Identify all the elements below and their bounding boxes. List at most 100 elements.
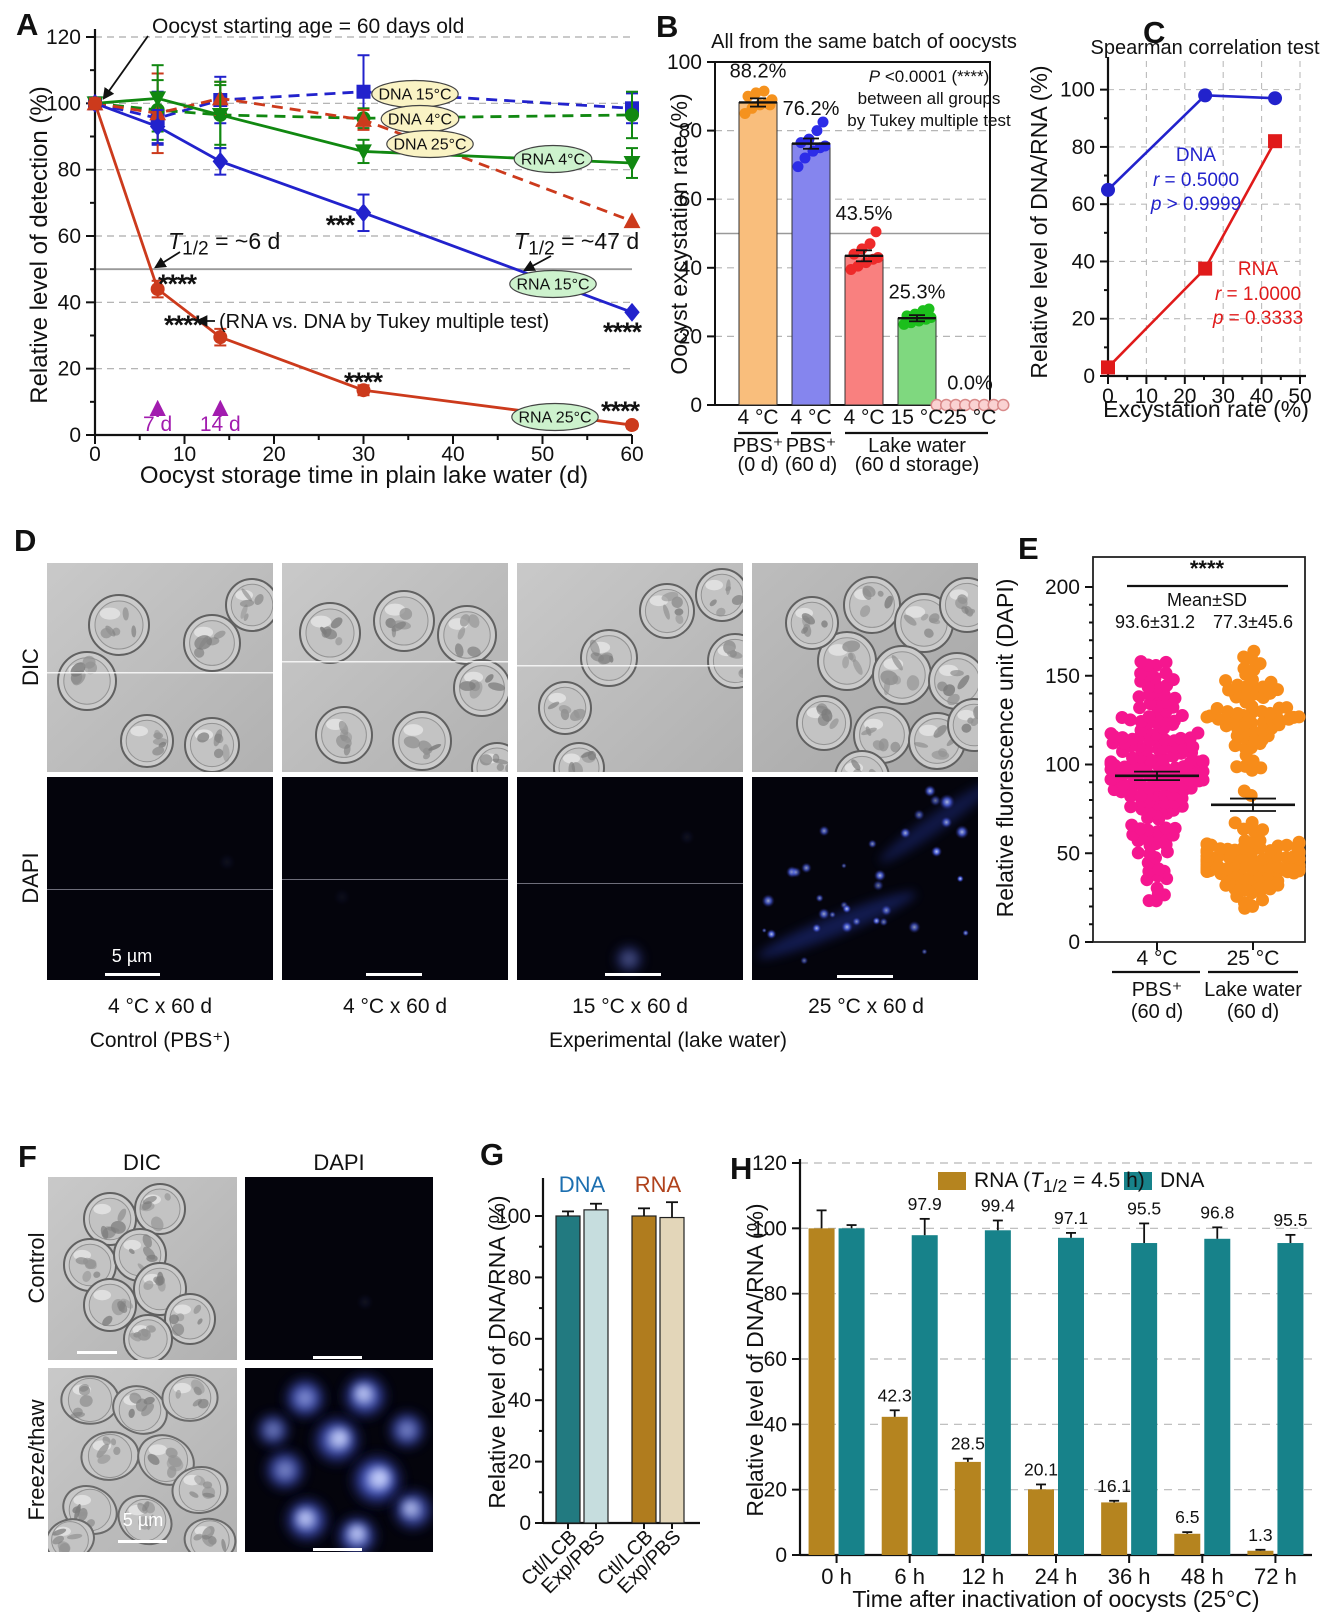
- beeswarm-25C: [1200, 644, 1306, 915]
- sub-label-lake: Lake water: [1204, 979, 1302, 1001]
- bar-value-label: 43.5%: [836, 203, 893, 225]
- x-tick-label: 0: [1102, 385, 1114, 408]
- oocyst: [894, 593, 954, 653]
- panel-a-label: A: [16, 7, 39, 42]
- bar: [1247, 1550, 1274, 1555]
- dic-image-control: [48, 1177, 237, 1364]
- oocyst: [928, 652, 986, 710]
- y-tick-label: 150: [1045, 665, 1080, 688]
- rna-correlation-label: RNA r = 1.0000 p = 0.3333: [1212, 259, 1304, 330]
- x-tick-label: 20: [1173, 385, 1196, 408]
- bar: [1058, 1237, 1084, 1555]
- oocyst: [60, 1375, 120, 1425]
- scale-bar: [313, 1548, 362, 1551]
- panel-a-ylabel: Relative level of detection (%): [26, 86, 53, 404]
- x-cat-label: 72 h: [1254, 1564, 1297, 1589]
- row-label-control: Control: [24, 1232, 49, 1304]
- oocyst: [183, 1517, 237, 1563]
- bar: [1277, 1243, 1304, 1555]
- series-rna: [1101, 134, 1283, 375]
- oocyst: [453, 659, 511, 717]
- scale-bar: [118, 1540, 167, 1543]
- scale-bar: [605, 973, 661, 976]
- y-tick-label: 20: [508, 1451, 531, 1474]
- dapi-image-freeze-thaw: [245, 1368, 437, 1560]
- panel-e-chart: 0 50 100 150 200: [1045, 556, 1306, 974]
- bar-value-label: 76.2%: [783, 98, 840, 120]
- dic-image-control-4c: [47, 563, 279, 773]
- y-tick-label: 200: [1045, 576, 1080, 599]
- data-dot: [764, 99, 776, 111]
- y-tick-label: 80: [764, 1283, 787, 1306]
- day-marker-label: 7 d: [143, 413, 172, 436]
- x-cat-label: 24 h: [1035, 1564, 1078, 1589]
- series-badge: RNA 4°C: [513, 144, 593, 174]
- legend-label-rna: RNA (T1/2 = 4.5 h): [974, 1169, 1145, 1197]
- y-tick-label: 20: [1072, 308, 1095, 331]
- series-badge: RNA 15°C: [509, 269, 597, 299]
- y-tick-label: 40: [679, 257, 702, 280]
- series-badge: RNA 25°C: [511, 402, 599, 432]
- x-tick-label: 40: [1250, 385, 1273, 408]
- oocyst: [83, 1278, 137, 1332]
- data-dot: [792, 161, 804, 173]
- bar-value-label: 88.2%: [730, 60, 787, 82]
- oocyst: [120, 714, 174, 768]
- bar-value-label: 28.5: [951, 1434, 985, 1454]
- bar: [1028, 1489, 1054, 1555]
- y-tick-label: 120: [752, 1152, 787, 1175]
- y-tick-label: 40: [508, 1389, 531, 1412]
- oocyst: [843, 576, 901, 634]
- data-dot: [870, 226, 882, 238]
- bar: [1204, 1238, 1231, 1555]
- panel-f-label: F: [18, 1139, 37, 1174]
- y-tick-label: 20: [58, 358, 81, 381]
- bar-value-label: 96.8: [1200, 1202, 1234, 1222]
- y-tick-label: 80: [1072, 136, 1095, 159]
- oocyst: [88, 594, 150, 656]
- dic-image-freeze-thaw: [45, 1368, 237, 1563]
- group-label: (60 d): [785, 454, 837, 476]
- tukey-note: (RNA vs. DNA by Tukey multiple test): [219, 311, 550, 333]
- bar: [631, 1215, 657, 1524]
- oocyst: [164, 1293, 216, 1345]
- mean-sd-label: Mean±SD: [1167, 590, 1247, 610]
- y-tick-label: 50: [1057, 842, 1080, 865]
- y-tick-label: 60: [58, 225, 81, 248]
- series-badge: DNA 4°C: [380, 104, 460, 134]
- oocyst: [184, 717, 240, 773]
- panel-g-ylabel: Relative level of DNA/RNA (%): [484, 1195, 510, 1509]
- dapi-image-lake-4c: [282, 777, 508, 980]
- y-tick-label: 20: [764, 1479, 787, 1502]
- panel-e-ylabel: Relative fluorescence unit (DAPI): [992, 578, 1018, 918]
- col-label-d4: 25 °C x 60 d: [808, 995, 924, 1018]
- col-label-d1: 4 °C x 60 d: [107, 995, 213, 1018]
- dapi-image-control: [245, 1177, 433, 1360]
- group-label: (0 d): [737, 454, 778, 476]
- x-cat-label: 4 °C: [790, 406, 831, 429]
- col-label-f-dapi: DAPI: [313, 1150, 365, 1175]
- significance-stars: ****: [603, 317, 643, 347]
- data-dot: [997, 398, 1010, 412]
- bar: [583, 1209, 609, 1524]
- cat-label-4c: 4 °C: [1136, 947, 1178, 970]
- y-tick-label: 100: [1060, 79, 1095, 102]
- svg-text:RNA 25°C: RNA 25°C: [518, 410, 591, 427]
- panel-a-chart: 0 20 40 60 80 100 120 0 10 20 30 40 50 60 DNA 15°C DNA …: [46, 26, 644, 466]
- x-cat-label: 15 °C: [891, 406, 944, 429]
- oocyst: [63, 1238, 117, 1292]
- bar-value-label: 97.9: [908, 1194, 942, 1214]
- oocyst: [315, 706, 373, 764]
- data-dot: [811, 125, 823, 137]
- x-tick-label: 10: [173, 443, 196, 466]
- panel-c-xlabel: Excystation rate (%): [1103, 396, 1309, 422]
- bar-value-label: 99.4: [981, 1195, 1015, 1215]
- oocyst: [171, 1466, 229, 1514]
- dapi-image-lake-15c: [517, 777, 743, 980]
- col-label-d3: 15 °C x 60 d: [572, 995, 688, 1018]
- oocyst: [133, 1262, 187, 1316]
- group-label: (60 d storage): [855, 454, 980, 476]
- group-label-experimental: Experimental (lake water): [548, 1029, 788, 1052]
